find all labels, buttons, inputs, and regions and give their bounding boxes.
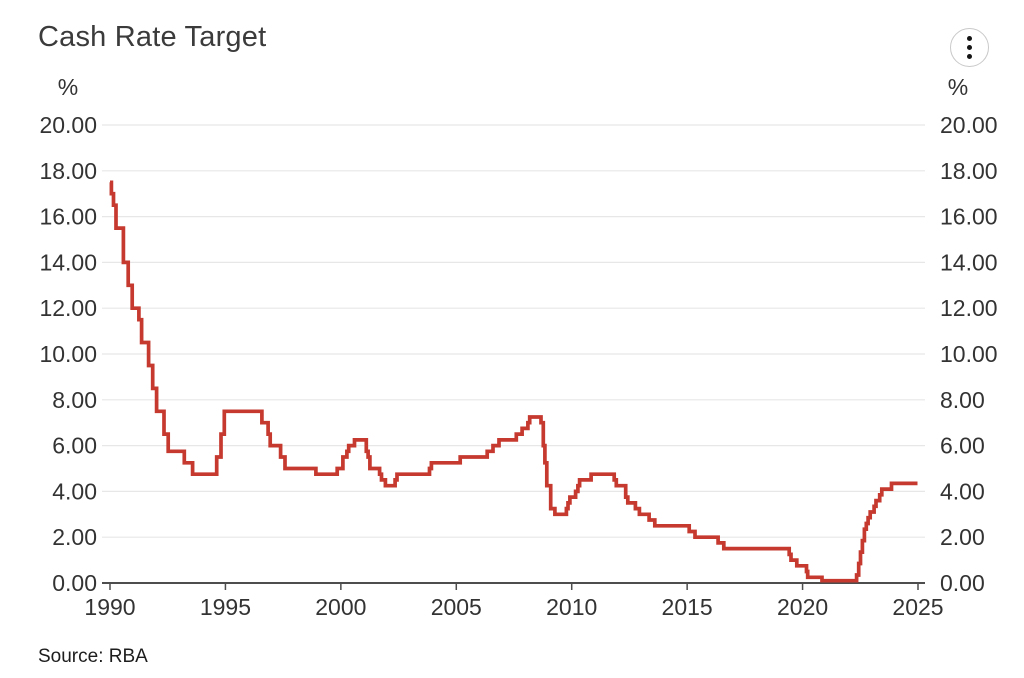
y-axis-label-left: 8.00 xyxy=(52,387,97,413)
y-axis-label-right: 20.00 xyxy=(940,112,998,138)
y-axis-label-left: 10.00 xyxy=(39,341,97,367)
source-note: Source: RBA xyxy=(38,646,148,667)
x-axis-label: 2010 xyxy=(546,594,597,620)
kebab-menu-button[interactable] xyxy=(950,28,989,67)
page-title: Cash Rate Target xyxy=(38,21,267,53)
kebab-menu-icon xyxy=(967,36,972,59)
y-axis-label-left: 6.00 xyxy=(52,433,97,459)
y-axis-label-left: 18.00 xyxy=(39,158,97,184)
y-axis-label-right: 8.00 xyxy=(940,387,985,413)
y-axis-label-left: 14.00 xyxy=(39,249,97,275)
y-axis-label-right: 12.00 xyxy=(940,295,998,321)
y-axis-label-right: 10.00 xyxy=(940,341,998,367)
y-axis-label-right: 6.00 xyxy=(940,433,985,459)
x-axis-label: 2015 xyxy=(662,594,713,620)
y-axis-label-right: 14.00 xyxy=(940,249,998,275)
y-axis-label-right: 16.00 xyxy=(940,204,998,230)
y-axis-label-left: 16.00 xyxy=(39,204,97,230)
rate-line xyxy=(109,180,918,583)
y-axis-unit-left: % xyxy=(58,74,78,100)
y-axis-unit-right: % xyxy=(948,74,968,100)
x-axis-label: 2020 xyxy=(777,594,828,620)
y-axis-label-right: 0.00 xyxy=(940,570,985,596)
y-axis-label-right: 2.00 xyxy=(940,524,985,550)
y-axis-label-left: 2.00 xyxy=(52,524,97,550)
x-axis-label: 2025 xyxy=(892,594,943,620)
x-axis-label: 2005 xyxy=(431,594,482,620)
y-axis-label-left: 12.00 xyxy=(39,295,97,321)
y-axis-label-right: 4.00 xyxy=(940,478,985,504)
x-axis-label: 2000 xyxy=(315,594,366,620)
y-axis-label-left: 4.00 xyxy=(52,478,97,504)
y-axis-label-left: 20.00 xyxy=(39,112,97,138)
x-axis-label: 1995 xyxy=(200,594,251,620)
x-axis-label: 1990 xyxy=(84,594,135,620)
y-axis-label-left: 0.00 xyxy=(52,570,97,596)
y-axis-label-right: 18.00 xyxy=(940,158,998,184)
